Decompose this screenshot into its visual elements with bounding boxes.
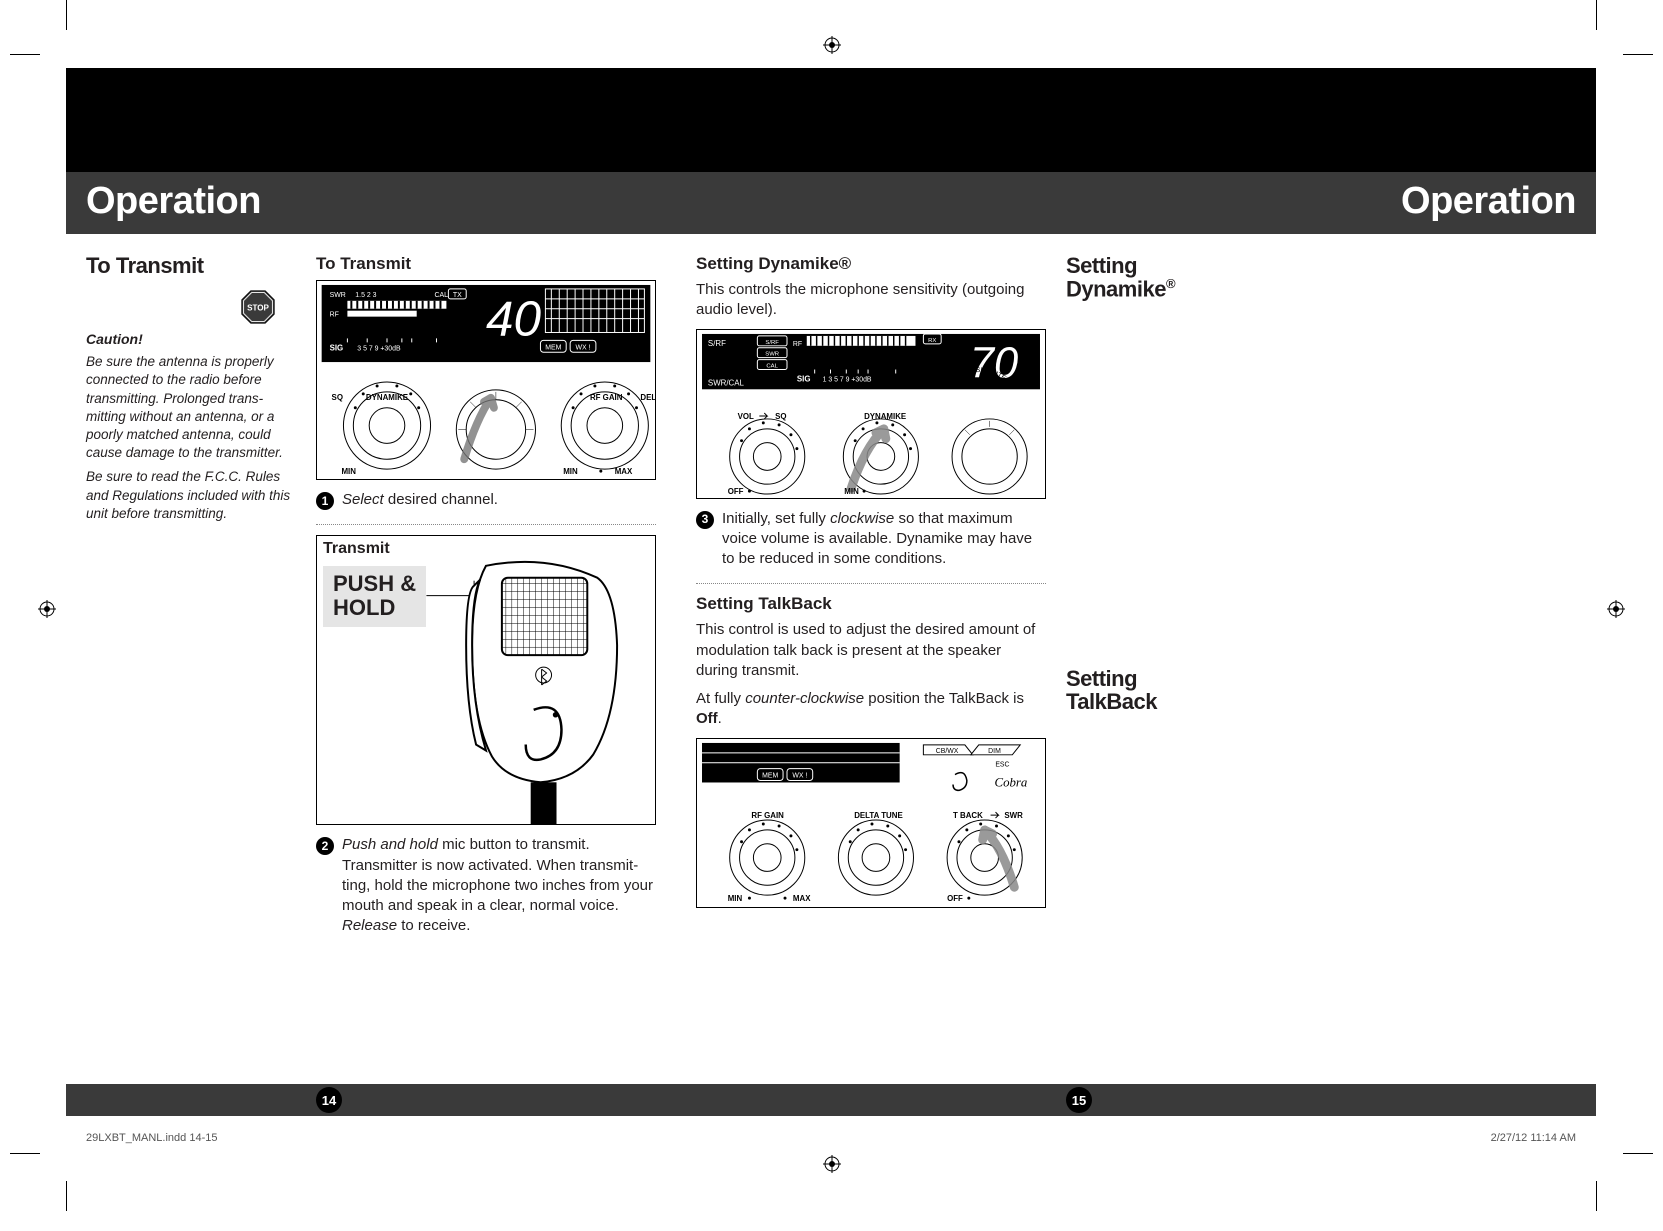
sidebar-left: To Transmit STOP Caution! Be sure the an… [86, 254, 296, 523]
header-gray-band: Operation Operation [66, 172, 1596, 234]
step-1: 1 Select desired channel. [316, 490, 656, 510]
svg-text:SIG: SIG [330, 343, 344, 352]
svg-text:SQ: SQ [332, 393, 343, 402]
svg-text:MEM: MEM [762, 772, 778, 779]
slug-date: 2/27/12 11:14 AM [1491, 1132, 1576, 1144]
svg-text:SIG: SIG [797, 374, 811, 383]
footer-bar [66, 1084, 1596, 1116]
knob-delta [838, 820, 913, 895]
svg-text:S/RF: S/RF [765, 339, 779, 345]
svg-text:MAX: MAX [793, 894, 811, 903]
svg-text:1.5 2 3: 1.5 2 3 [355, 292, 376, 299]
step-number-icon: 3 [696, 511, 714, 529]
figure-microphone: Transmit PUSH & HOLD [316, 535, 656, 825]
content-area: To Transmit STOP Caution! Be sure the an… [66, 254, 1596, 1024]
svg-text:S/RF: S/RF [708, 338, 726, 347]
page-spread: Operation Operation To Transmit STOP Cau… [66, 54, 1596, 1154]
svg-text:CB/WX: CB/WX [936, 747, 959, 754]
svg-text:Cobra: Cobra [995, 775, 1028, 789]
svg-text:1 3 5 7 9 +30dB: 1 3 5 7 9 +30dB [823, 376, 872, 383]
knob-rfgain-2 [730, 820, 805, 895]
svg-text:SWR: SWR [765, 351, 779, 357]
svg-text:DELTA TUNE: DELTA TUNE [854, 811, 903, 820]
sidebar-heading-transmit: To Transmit [86, 254, 296, 277]
section-dynamike: Setting Dynamike® [696, 254, 1046, 274]
knob-vol-sq [730, 418, 805, 493]
svg-text:STOP: STOP [247, 304, 269, 313]
svg-text:RF GAIN: RF GAIN [751, 811, 784, 820]
svg-text:T BACK: T BACK [953, 811, 983, 820]
figure-talkback-panel: MEM WX ! CB/WX DIM ESC Cobra RF [696, 738, 1046, 908]
section-to-transmit: To Transmit [316, 254, 656, 274]
header-title-left: Operation [86, 180, 261, 223]
main-left: To Transmit SWR 1.5 2 3 CAL TX [316, 254, 656, 937]
sidebar-heading-dynamike: Setting Dynamike® [1066, 254, 1266, 301]
divider [316, 524, 656, 525]
svg-text:RF GAIN: RF GAIN [590, 393, 623, 402]
svg-text:MAX: MAX [615, 467, 633, 476]
main-right: Setting Dynamike® This controls the micr… [696, 254, 1046, 908]
svg-text:40: 40 [486, 291, 542, 346]
page-number-right: 15 [1066, 1087, 1092, 1113]
svg-text:OFF: OFF [947, 894, 963, 903]
svg-text:WX !: WX ! [576, 344, 591, 351]
registration-mark-icon [823, 1155, 841, 1173]
svg-text:VOL: VOL [738, 411, 754, 420]
svg-text:DEL: DEL [640, 393, 655, 402]
knob-menu-right [952, 418, 1027, 493]
svg-text:SWR: SWR [330, 292, 346, 299]
svg-text:SQ: SQ [775, 411, 786, 420]
section-talkback: Setting TalkBack [696, 594, 1046, 614]
svg-text:SWR: SWR [1004, 811, 1023, 820]
step-3: 3 Initially, set fully clockwise so that… [696, 509, 1046, 570]
page-number-left: 14 [316, 1087, 342, 1113]
step-2: 2 Push and hold mic button to transmit. … [316, 835, 656, 936]
push-hold-callout: PUSH & HOLD [323, 566, 426, 626]
slug-file: 29LXBT_MANL.indd 14-15 [86, 1132, 217, 1144]
svg-text:DIM: DIM [988, 747, 1001, 754]
svg-text:CAL: CAL [435, 292, 449, 299]
caution-label: Caution! [86, 331, 296, 347]
caution-text-2: Be sure to read the F.C.C. Rules and Reg… [86, 468, 296, 523]
registration-mark-icon [38, 600, 56, 618]
svg-text:RF: RF [330, 312, 339, 319]
svg-text:3 5 7 9 +30dB: 3 5 7 9 +30dB [357, 345, 401, 352]
figure-label-transmit: Transmit [323, 540, 390, 558]
sidebar-right: Setting Dynamike® Setting TalkBack [1066, 254, 1266, 725]
svg-text:MIN: MIN [563, 467, 578, 476]
step-number-icon: 1 [316, 492, 334, 510]
svg-text:MEM: MEM [545, 344, 561, 351]
registration-mark-icon [1607, 600, 1625, 618]
header-title-right: Operation [1401, 180, 1576, 223]
svg-text:RF: RF [793, 340, 802, 347]
talkback-desc-1: This control is used to adjust the desir… [696, 620, 1046, 681]
figure-radio-front: SWR 1.5 2 3 CAL TX RF SIG 3 5 [316, 280, 656, 480]
registration-mark-icon [823, 36, 841, 54]
caution-text-1: Be sure the antenna is properly connecte… [86, 353, 296, 462]
step-number-icon: 2 [316, 837, 334, 855]
svg-text:CAL: CAL [766, 363, 778, 369]
svg-text:TX: TX [453, 292, 462, 299]
svg-text:RX: RX [928, 337, 936, 343]
sidebar-heading-talkback: Setting TalkBack [1066, 667, 1266, 713]
dynamike-desc: This controls the microphone sensitivity… [696, 280, 1046, 321]
svg-text:MIN: MIN [341, 467, 356, 476]
figure-dynamike-panel: S/RF SWR/CAL S/RF SWR CAL RF RX SIG 1 3 … [696, 329, 1046, 499]
svg-text:DYNAMIKE: DYNAMIKE [366, 393, 408, 402]
svg-text:MIN: MIN [728, 894, 743, 903]
svg-text:ESC: ESC [995, 761, 1009, 768]
svg-text:WX !: WX ! [792, 772, 807, 779]
divider [696, 583, 1046, 584]
svg-text:MIN: MIN [844, 487, 859, 496]
svg-text:OFF: OFF [728, 487, 744, 496]
svg-text:SWR/CAL: SWR/CAL [708, 378, 745, 387]
stop-sign-icon: STOP [240, 289, 276, 325]
talkback-desc-2: At fully counter-clockwise position the … [696, 689, 1046, 730]
